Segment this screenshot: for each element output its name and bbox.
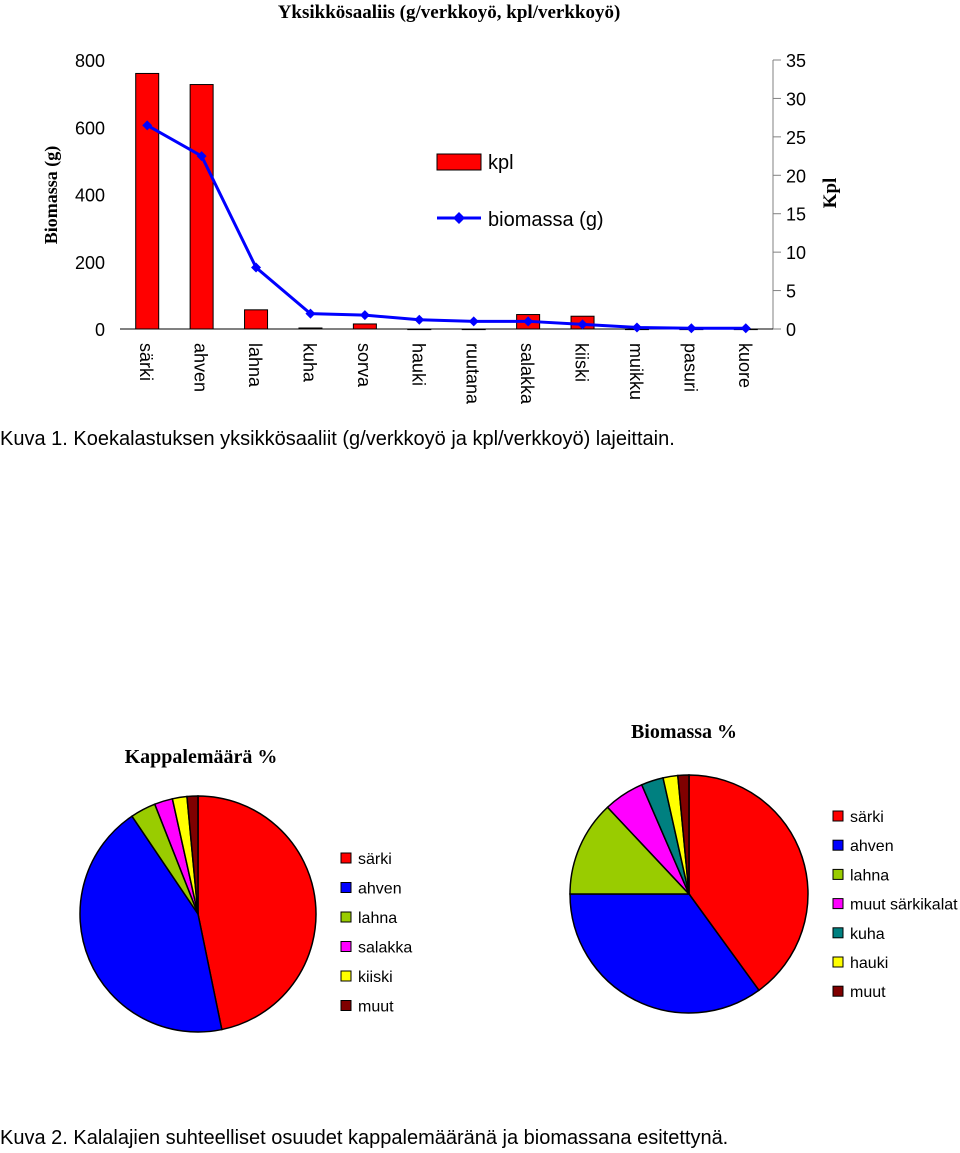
right-tick-label: 15 xyxy=(786,205,806,225)
right-tick-label: 10 xyxy=(786,243,806,263)
left-tick-label: 200 xyxy=(75,253,105,273)
bar-ahven xyxy=(189,84,214,330)
legend-kpl-swatch xyxy=(436,153,482,171)
pie2-slice-muut xyxy=(676,774,690,895)
biomassa-point-ruutana xyxy=(468,316,479,327)
pie2-legend-swatch xyxy=(832,927,844,939)
pie2-legend-swatch xyxy=(832,868,844,880)
pie2-legend-label: lahna xyxy=(850,867,889,884)
pie1-legend-label: ahven xyxy=(358,881,402,898)
category-label: muikku xyxy=(626,343,646,400)
right-tick-label: 30 xyxy=(786,89,806,109)
pie2-legend-swatch xyxy=(832,956,844,968)
biomassa-point-särki xyxy=(142,120,153,131)
category-label: kiiski xyxy=(572,343,592,382)
pie1-slice-ahven xyxy=(79,815,223,1033)
pie1-legend-swatch xyxy=(340,852,352,864)
pie2-legend-swatch xyxy=(832,985,844,997)
biomassa-point-kuore xyxy=(740,323,751,334)
pie2-legend-swatch xyxy=(832,898,844,910)
pie1-slice-särki xyxy=(197,795,317,1031)
pie2-legend-swatch xyxy=(832,810,844,822)
left-tick-label: 0 xyxy=(95,320,105,340)
pie1-legend-label: salakka xyxy=(358,940,412,957)
pie2-slice-särki xyxy=(688,774,809,992)
pie1-legend-label: muut xyxy=(358,999,394,1016)
category-label: sorva xyxy=(354,343,374,388)
chart1-title: Yksikkösaaliis (g/verkkoyö, kpl/verkkoyö… xyxy=(278,2,621,23)
pie1-legend-swatch xyxy=(340,911,352,923)
pie2-legend-label: kuha xyxy=(850,926,885,943)
biomassa-point-salakka xyxy=(523,316,534,327)
pie2-legend-label: muut särkikalat xyxy=(850,897,958,914)
legend-biomassa-label: biomassa (g) xyxy=(488,209,604,231)
pie2-legend-swatch xyxy=(832,839,844,851)
category-label: ahven xyxy=(191,343,211,392)
pie2-legend-label: hauki xyxy=(850,955,888,972)
pie1-title: Kappalemäärä % xyxy=(125,746,278,768)
left-tick-label: 600 xyxy=(75,118,105,138)
pie2-legend-label: muut xyxy=(850,984,886,1001)
category-label: särki xyxy=(136,343,156,381)
legend-biomassa-marker xyxy=(453,212,465,224)
pie2-title: Biomassa % xyxy=(631,721,737,743)
pie1-legend-swatch xyxy=(340,970,352,982)
category-label: salakka xyxy=(517,343,537,405)
pie2-slice-lahna xyxy=(569,806,691,895)
pie1-legend-swatch xyxy=(340,1000,352,1011)
biomassa-point-muikku xyxy=(631,322,642,333)
bar-sorva xyxy=(352,323,377,330)
bar-särki xyxy=(135,72,160,330)
pie1-legend-swatch xyxy=(340,941,352,952)
right-tick-label: 25 xyxy=(786,128,806,148)
figure1-caption: Kuva 1. Koekalastuksen yksikkösaaliit (g… xyxy=(0,428,675,450)
pie1-legend-label: särki xyxy=(358,851,392,868)
category-label: lahna xyxy=(245,343,265,388)
right-tick-label: 5 xyxy=(786,282,796,302)
category-label: hauki xyxy=(408,343,428,386)
pie2-legend-label: särki xyxy=(850,809,884,826)
category-label: pasuri xyxy=(680,343,700,392)
biomassa-line xyxy=(146,124,746,330)
biomassa-point-sorva xyxy=(359,310,370,321)
biomassa-point-ahven xyxy=(196,151,207,162)
right-tick-label: 0 xyxy=(786,320,796,340)
pie1-legend-label: kiiski xyxy=(358,969,393,986)
bar-lahna xyxy=(244,309,269,330)
biomassa-point-lahna xyxy=(251,262,262,273)
right-tick-label: 20 xyxy=(786,166,806,186)
right-axis-title: Kpl xyxy=(820,178,841,209)
figure2-caption: Kuva 2. Kalalajien suhteelliset osuudet … xyxy=(0,1127,729,1149)
category-label: ruutana xyxy=(463,343,483,405)
pie1-legend-label: lahna xyxy=(358,910,397,927)
right-tick-label: 35 xyxy=(786,51,806,71)
legend-kpl-label: kpl xyxy=(488,152,514,174)
pie2-legend-label: ahven xyxy=(850,838,894,855)
category-label: kuore xyxy=(735,343,755,388)
biomassa-point-kiiski xyxy=(577,319,588,330)
pie1-slice-muut xyxy=(186,795,199,915)
biomassa-point-pasuri xyxy=(686,323,697,334)
left-tick-label: 800 xyxy=(75,51,105,71)
left-tick-label: 400 xyxy=(75,186,105,206)
category-label: kuha xyxy=(299,343,319,383)
biomassa-point-kuha xyxy=(305,308,316,319)
left-axis-title: Biomassa (g) xyxy=(41,146,62,245)
biomassa-point-hauki xyxy=(414,314,425,325)
pie2-slice-ahven xyxy=(569,893,760,1014)
pie1-legend-swatch xyxy=(340,882,352,893)
